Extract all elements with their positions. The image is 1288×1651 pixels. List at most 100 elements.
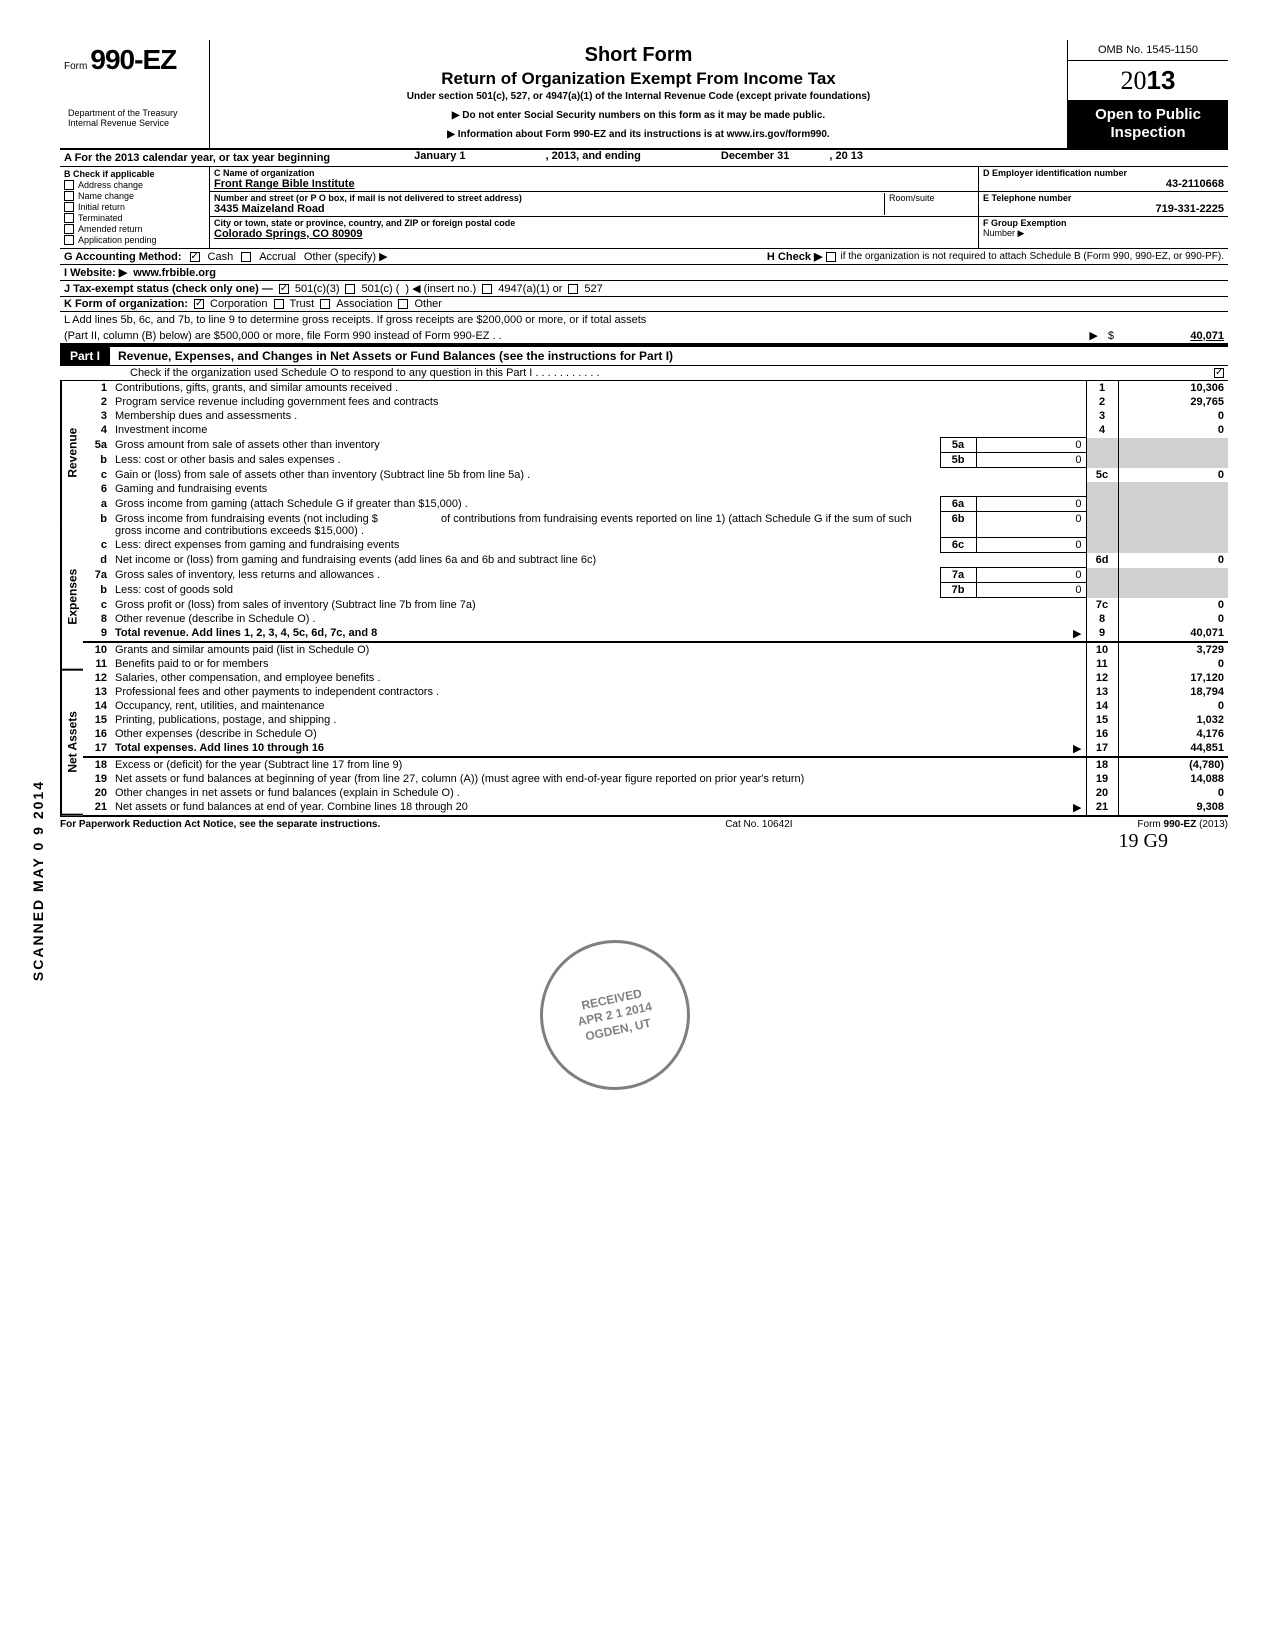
lines-table: 1Contributions, gifts, grants, and simil… <box>83 381 1228 816</box>
line-15: 15Printing, publications, postage, and s… <box>83 713 1228 727</box>
line-7b: bLess: cost of goods sold7b0 <box>83 583 1228 598</box>
omb-box: OMB No. 1545-1150 2013 Open to Public In… <box>1068 40 1228 148</box>
l-text1: L Add lines 5b, 6c, and 7b, to line 9 to… <box>64 314 646 326</box>
d-column: D Employer identification number 43-2110… <box>978 167 1228 248</box>
checkbox-501c3[interactable] <box>279 284 289 294</box>
checkbox-assoc[interactable] <box>320 299 330 309</box>
form-header: Form 990-EZ Department of the Treasury I… <box>60 40 1228 150</box>
section-b-to-f: B Check if applicable Address change Nam… <box>60 167 1228 249</box>
checkbox-address[interactable] <box>64 180 74 190</box>
arrow-icon <box>1089 329 1097 342</box>
d-ein-row: D Employer identification number 43-2110… <box>979 167 1228 192</box>
checkbox-schedule-o[interactable] <box>1214 368 1224 378</box>
checkbox-501c[interactable] <box>345 284 355 294</box>
checkbox-name[interactable] <box>64 191 74 201</box>
e-phone-row: E Telephone number 719-331-2225 <box>979 192 1228 217</box>
part1-title: Revenue, Expenses, and Changes in Net As… <box>110 347 681 365</box>
line-9: 9Total revenue. Add lines 1, 2, 3, 4, 5c… <box>83 626 1228 642</box>
line-4: 4Investment income40 <box>83 423 1228 438</box>
footer: For Paperwork Reduction Act Notice, see … <box>60 816 1228 830</box>
h-text: if the organization is not required to a… <box>840 251 1224 262</box>
j-label: J Tax-exempt status (check only one) — <box>64 283 273 295</box>
part1-check-text: Check if the organization used Schedule … <box>130 367 600 379</box>
c-city-row: City or town, state or province, country… <box>210 217 978 241</box>
line-6b: bGross income from fundraising events (n… <box>83 512 1228 538</box>
checkbox-initial[interactable] <box>64 202 74 212</box>
arrow-icon <box>1073 627 1081 640</box>
form-title-box: Short Form Return of Organization Exempt… <box>210 40 1068 148</box>
tax-year: 2013 <box>1068 61 1228 100</box>
side-revenue: Revenue <box>61 381 83 525</box>
row-a-begin: January 1 <box>414 150 465 166</box>
line-19: 19Net assets or fund balances at beginni… <box>83 772 1228 786</box>
f-group-label2: Number ▶ <box>983 228 1224 239</box>
line-8: 8Other revenue (describe in Schedule O) … <box>83 612 1228 626</box>
b-item-amended: Amended return <box>64 224 205 234</box>
checkbox-527[interactable] <box>568 284 578 294</box>
arrow-icon <box>1073 801 1081 814</box>
checkbox-corp[interactable] <box>194 299 204 309</box>
checkbox-trust[interactable] <box>274 299 284 309</box>
line-1: 1Contributions, gifts, grants, and simil… <box>83 381 1228 395</box>
b-item-address: Address change <box>64 180 205 190</box>
scanned-stamp: SCANNED MAY 0 9 2014 <box>30 780 46 981</box>
row-a-mid: , 2013, and ending <box>546 150 641 166</box>
k-label: K Form of organization: <box>64 298 188 310</box>
received-stamp: RECEIVED APR 2 1 2014 OGDEN, UT <box>526 926 704 1104</box>
row-j: J Tax-exempt status (check only one) — 5… <box>60 281 1228 297</box>
f-group-row: F Group Exemption Number ▶ <box>979 217 1228 248</box>
c-street-row: Number and street (or P O box, if mail i… <box>210 192 978 217</box>
checkbox-4947[interactable] <box>482 284 492 294</box>
line-7c: cGross profit or (loss) from sales of in… <box>83 598 1228 613</box>
line-6d: dNet income or (loss) from gaming and fu… <box>83 553 1228 568</box>
row-a-tail: , 20 13 <box>829 150 863 166</box>
line-14: 14Occupancy, rent, utilities, and mainte… <box>83 699 1228 713</box>
i-label: I Website: ▶ <box>64 266 127 279</box>
l-amount: 40,071 <box>1124 330 1224 342</box>
c-city-label: City or town, state or province, country… <box>214 218 974 228</box>
footer-mid: Cat No. 10642I <box>725 819 792 830</box>
b-item-terminated: Terminated <box>64 213 205 223</box>
row-a-end: December 31 <box>721 150 790 166</box>
checkbox-other[interactable] <box>398 299 408 309</box>
arrow-icon <box>1073 742 1081 755</box>
row-i: I Website: ▶ www.frbible.org <box>60 265 1228 281</box>
checkbox-pending[interactable] <box>64 235 74 245</box>
part1-check-row: Check if the organization used Schedule … <box>60 366 1228 381</box>
line-21: 21Net assets or fund balances at end of … <box>83 800 1228 816</box>
row-l2: (Part II, column (B) below) are $500,000… <box>60 328 1228 345</box>
line-18: 18Excess or (deficit) for the year (Subt… <box>83 757 1228 772</box>
c-name-label: C Name of organization <box>214 168 974 178</box>
side-labels: Revenue Expenses Net Assets <box>60 381 83 816</box>
line-6c: cLess: direct expenses from gaming and f… <box>83 538 1228 553</box>
footer-right: Form 990-EZ (2013) <box>1137 819 1228 830</box>
checkbox-terminated[interactable] <box>64 213 74 223</box>
line-3: 3Membership dues and assessments .30 <box>83 409 1228 423</box>
line-17: 17Total expenses. Add lines 10 through 1… <box>83 741 1228 757</box>
line-6a: aGross income from gaming (attach Schedu… <box>83 497 1228 512</box>
dollar-sign: $ <box>1108 330 1114 342</box>
b-column: B Check if applicable Address change Nam… <box>60 167 210 248</box>
main-lines-grid: Revenue Expenses Net Assets 1Contributio… <box>60 381 1228 816</box>
e-phone-label: E Telephone number <box>983 193 1224 203</box>
part1-tag: Part I <box>60 347 110 365</box>
c-name-value: Front Range Bible Institute <box>214 178 974 190</box>
c-street-value: 3435 Maizeland Road <box>214 203 884 215</box>
line-5c: cGain or (loss) from sale of assets othe… <box>83 468 1228 483</box>
line-7a: 7aGross sales of inventory, less returns… <box>83 568 1228 583</box>
omb-number: OMB No. 1545-1150 <box>1068 40 1228 61</box>
row-a: A For the 2013 calendar year, or tax yea… <box>60 150 1228 167</box>
checkbox-accrual[interactable] <box>241 252 251 262</box>
h-label: H Check ▶ <box>767 250 823 263</box>
checkbox-amended[interactable] <box>64 224 74 234</box>
b-item-initial: Initial return <box>64 202 205 212</box>
row-g-h: G Accounting Method: Cash Accrual Other … <box>60 249 1228 265</box>
form-number: 990-EZ <box>90 44 176 75</box>
room-suite: Room/suite <box>884 193 974 215</box>
checkbox-cash[interactable] <box>190 252 200 262</box>
checkbox-h[interactable] <box>826 252 836 262</box>
row-a-label: A For the 2013 calendar year, or tax yea… <box>60 150 334 166</box>
line-20: 20Other changes in net assets or fund ba… <box>83 786 1228 800</box>
e-phone-value: 719-331-2225 <box>983 203 1224 215</box>
c-name-row: C Name of organization Front Range Bible… <box>210 167 978 192</box>
